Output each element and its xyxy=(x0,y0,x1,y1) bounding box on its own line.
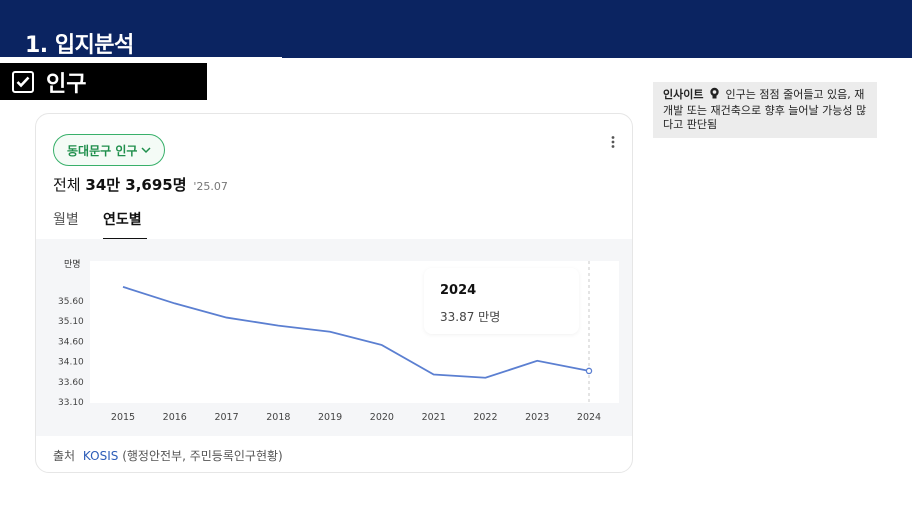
y-tick-label: 33.10 xyxy=(58,398,84,408)
title-underline xyxy=(0,57,282,60)
insight-label: 인사이트 xyxy=(663,88,704,101)
chart-area: 만명 35.60 35.10 34.60 34.10 33.60 33.10 2015 2016… xyxy=(36,239,632,436)
insight-text: 인구는 점점 줄어들고 있음, 재개발 또는 재건축으로 향후 늘어날 가능성 … xyxy=(663,88,867,131)
source-detail: (행정안전부, 주민등록인구현황) xyxy=(122,449,283,463)
x-tick-label: 2015 xyxy=(111,412,135,423)
chevron-down-icon xyxy=(141,143,151,157)
x-tick-label: 2019 xyxy=(318,412,342,423)
page-title: 1. 입지분석 xyxy=(25,33,134,58)
header-band xyxy=(0,0,912,58)
x-tick-label: 2021 xyxy=(422,412,446,423)
checkbox-icon xyxy=(12,70,34,93)
x-tick-label: 2022 xyxy=(473,412,497,423)
x-tick-label: 2024 xyxy=(577,412,601,423)
source-prefix: 출처 xyxy=(53,449,76,463)
x-tick-label: 2016 xyxy=(163,412,187,423)
lightbulb-icon xyxy=(709,87,720,104)
highlighted-point xyxy=(585,367,593,375)
total-value: 34만 3,695명 xyxy=(85,176,187,194)
section-label: 인구 xyxy=(46,71,87,97)
x-tick-label: 2018 xyxy=(266,412,290,423)
y-tick-label: 33.60 xyxy=(58,378,84,388)
population-card: 동대문구 인구 전체 34만 3,695명 '25.07 월별 연도별 만명 35… xyxy=(35,113,633,473)
y-tick-label: 34.10 xyxy=(58,358,84,368)
region-dropdown-label: 동대문구 인구 xyxy=(67,143,138,158)
series-line xyxy=(122,286,590,379)
x-tick-label: 2023 xyxy=(525,412,549,423)
tooltip-year: 2024 xyxy=(440,283,477,298)
tab-monthly[interactable]: 월별 xyxy=(53,212,79,228)
x-tick-label: 2017 xyxy=(214,412,238,423)
total-date: '25.07 xyxy=(193,180,228,193)
insight-box: 인사이트 인구는 점점 줄어들고 있음, 재개발 또는 재건축으로 향후 늘어날… xyxy=(653,82,877,138)
source-line: 출처 KOSIS (행정안전부, 주민등록인구현황) xyxy=(53,447,283,464)
region-dropdown[interactable]: 동대문구 인구 xyxy=(53,134,166,166)
chart-tooltip: 2024 33.87 만명 xyxy=(424,268,579,334)
y-tick-label: 35.10 xyxy=(58,317,84,327)
x-tick-label: 2020 xyxy=(370,412,394,423)
y-axis-unit-label: 만명 xyxy=(64,259,81,270)
source-link[interactable]: KOSIS xyxy=(82,449,119,463)
y-tick-label: 34.60 xyxy=(58,337,84,347)
tooltip-value: 33.87 만명 xyxy=(440,310,501,324)
total-prefix: 전체 xyxy=(53,176,81,194)
section-header: 인구 xyxy=(0,63,207,100)
total-population: 전체 34만 3,695명 '25.07 xyxy=(53,174,228,195)
more-options-icon[interactable] xyxy=(610,134,616,153)
tab-yearly[interactable]: 연도별 xyxy=(103,212,142,228)
y-tick-label: 35.60 xyxy=(58,297,84,307)
